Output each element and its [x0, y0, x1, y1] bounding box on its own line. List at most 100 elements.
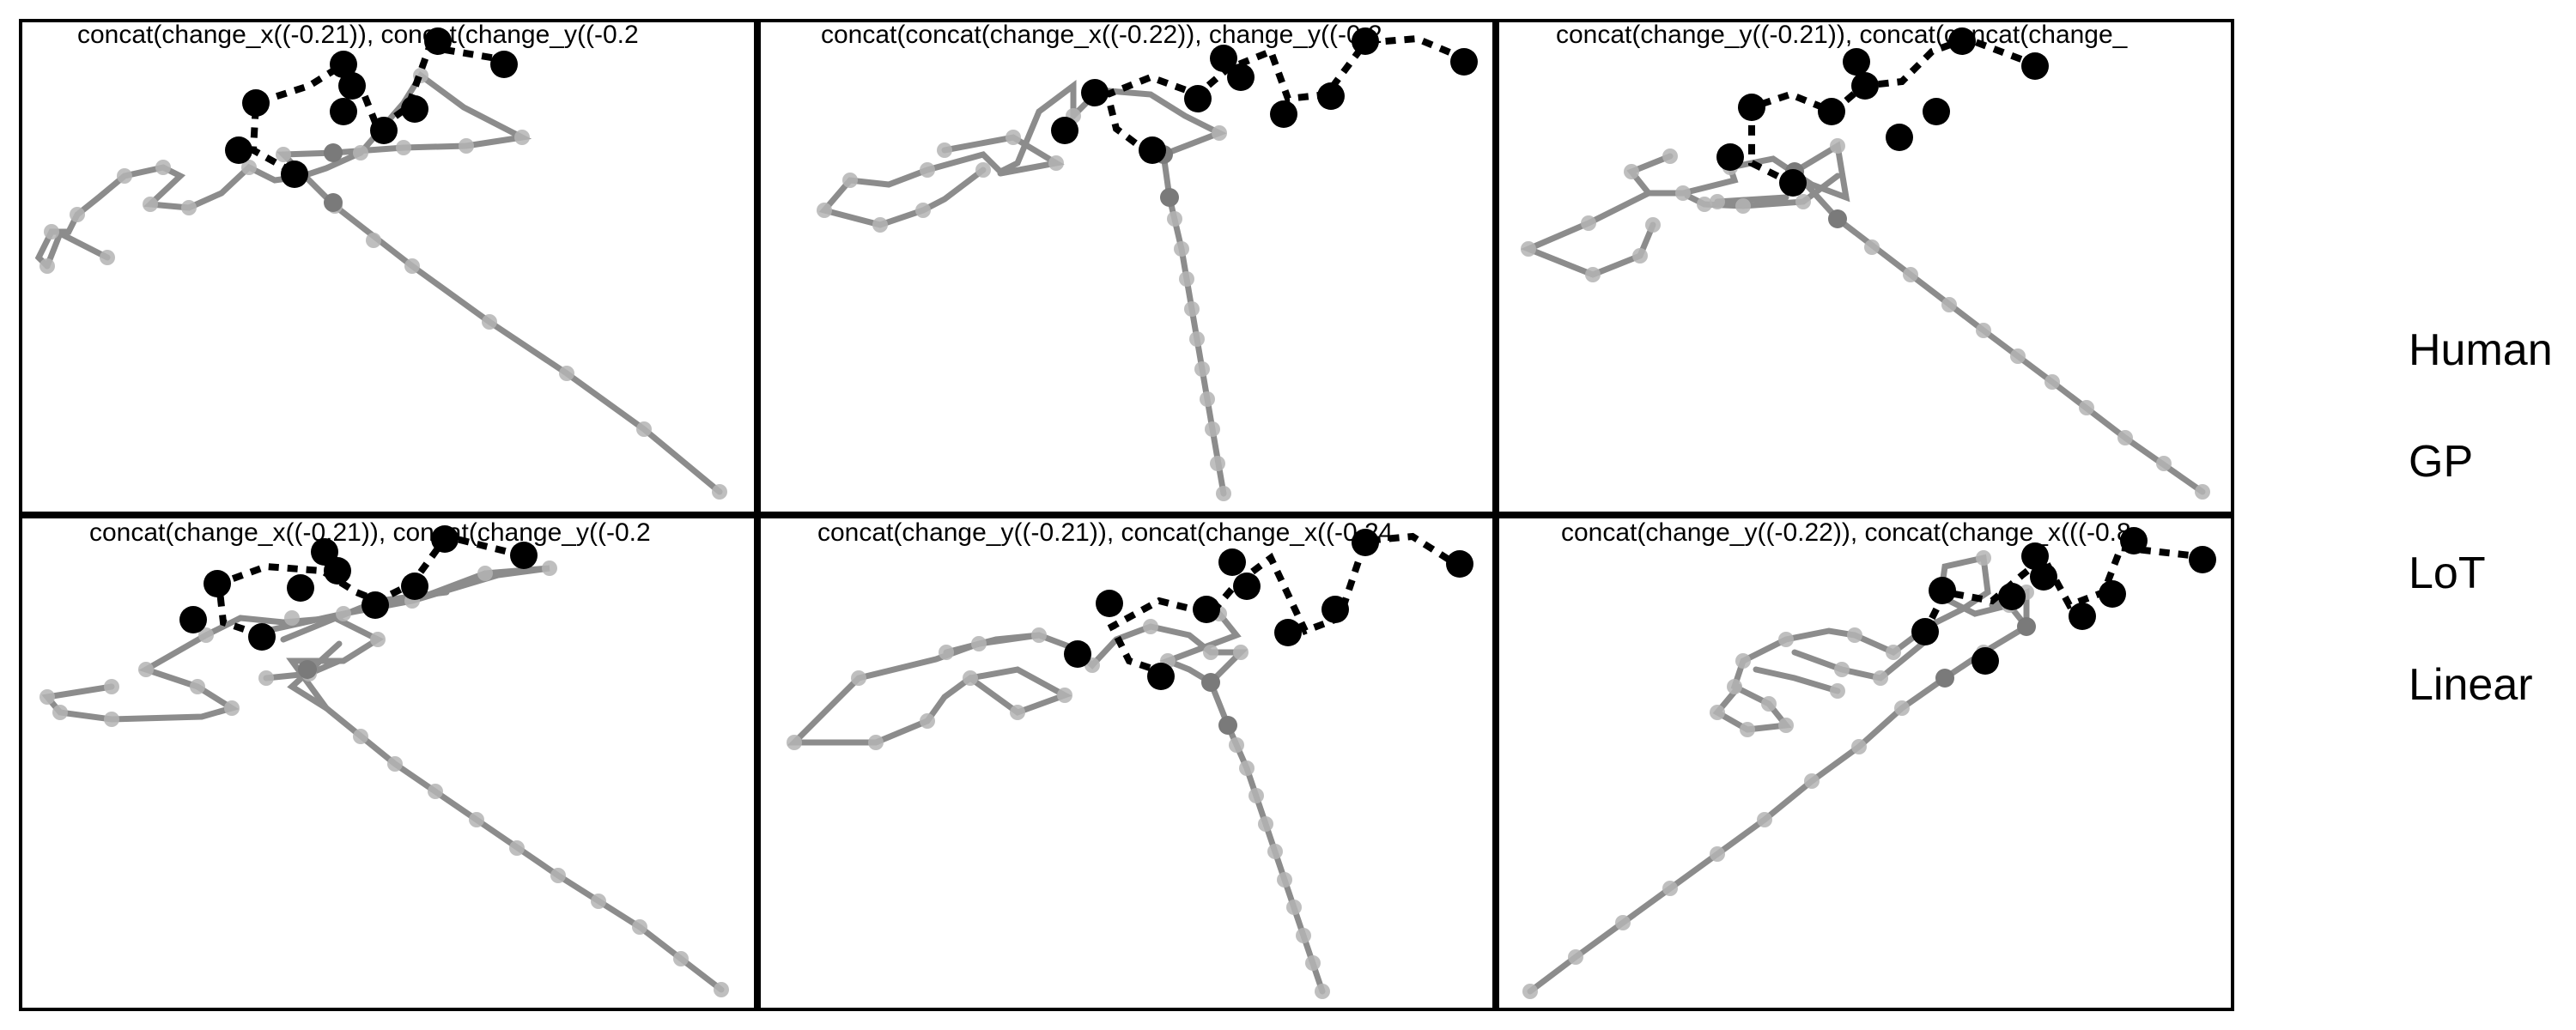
panel-3-model-points-model-point-6 [2010, 348, 2026, 364]
panel-6-model-points-model-point-27 [1935, 669, 1954, 688]
panel-4-model-points-model-point-2 [673, 951, 689, 966]
panel-6-model-points-model-point-28 [2017, 617, 2036, 636]
panel-3-model-points-model-point-11 [1830, 138, 1845, 154]
panel-6-model-points-model-point-6 [1757, 812, 1772, 827]
panel-2-model-points-model-point-18 [915, 203, 931, 218]
panel-6-human-trace-human-point-3 [1929, 577, 1956, 604]
panel-5-model-trace-model-path-2 [924, 666, 1072, 724]
panel-1-model-points-model-point-4 [482, 314, 497, 330]
panel-6-model-points-model-point-16 [1778, 632, 1794, 647]
panel-4-model-points-model-point-16 [104, 712, 119, 727]
panel-5-model-points-model-point-11 [1233, 645, 1249, 660]
panel-4: concat(change_x((-0.21)), concat(change_… [19, 515, 757, 1011]
panel-4-model-trace-model-path-5 [287, 640, 343, 712]
panel-4-human-trace-human-point-7 [324, 557, 351, 585]
panel-2-human-trace-human-point-4 [1139, 136, 1166, 164]
panel-2-human-trace-human-point-5 [1184, 85, 1212, 112]
panel-5-model-trace-model-path-1 [787, 623, 1326, 995]
panel-3-human-trace-human-point-4 [1779, 169, 1807, 197]
panel-5-model-points-model-point-17 [787, 735, 802, 750]
panel-6-model-points-model-point-7 [1804, 773, 1820, 789]
panel-3-title: concat(change_y((-0.21)), concat(concat(… [1556, 21, 2129, 49]
panel-6-model-points-model-point-22 [1710, 705, 1725, 720]
panel-4-title: concat(change_x((-0.21)), concat(change_… [89, 518, 651, 547]
panel-2-human-trace-human-point-11 [1450, 48, 1478, 76]
panel-3-model-points-model-point-8 [1941, 297, 1957, 312]
panel-3-model-points-model-point-1 [2195, 484, 2210, 500]
panel-2-human-trace-human-path-1 [1103, 34, 1470, 158]
panel-5-human-trace-human-point-4 [1147, 663, 1175, 690]
panel-6-frame [1496, 515, 2234, 1011]
panel-5-model-points-model-point-24 [1031, 627, 1047, 643]
panel-3-model-points-model-point-16 [1585, 267, 1601, 282]
panel-5: concat(change_y((-0.21)), concat(change_… [757, 515, 1496, 1011]
panel-3-model-points-model-point-13 [1675, 185, 1691, 201]
panel-4-model-points-model-point-15 [224, 700, 240, 716]
panel-4-model-points-model-point-27 [298, 660, 317, 679]
panel-6-model-trace [1527, 554, 2032, 995]
panel-3-model-points-model-point-2 [2156, 456, 2172, 471]
panel-5-model-points-model-point-20 [963, 670, 978, 686]
panel-1-human-trace-human-point-3 [242, 89, 270, 117]
panel-3-human-trace-human-point-3 [1738, 94, 1765, 121]
panel-5-model-trace-model-path-3 [943, 632, 1042, 656]
panel-5-model-points-model-point-7 [1258, 816, 1273, 832]
panel-6-model-points-model-point-3 [1615, 915, 1631, 930]
panel-4-model-points-model-point-4 [591, 894, 606, 909]
panel-1-human-trace-human-point-4 [281, 161, 308, 188]
panel-5-model-points-model-point-6 [1267, 844, 1283, 859]
panel-6-human-trace [1911, 527, 2216, 675]
panel-2-model-points-model-point-8 [1179, 271, 1194, 287]
panel-1-model-points-model-point-6 [366, 233, 381, 248]
panel-6-model-points-model-point-18 [1727, 679, 1742, 694]
panel-1-model-points-model-point-13 [353, 145, 368, 161]
legend-item-lot: LoT [2409, 548, 2486, 598]
panel-2-human-trace-human-point-9 [1317, 82, 1345, 110]
panel-3-human-trace-human-point-2 [1716, 143, 1744, 171]
panel-6-model-points-model-point-19 [1761, 696, 1777, 712]
panel-6-human-trace-human-point-4 [1971, 647, 1999, 675]
panel-6-human-trace-human-point-7 [2030, 563, 2057, 591]
panel-3-human-trace-human-point-10 [1948, 27, 1976, 55]
panel-3-model-points-model-point-21 [1795, 194, 1811, 209]
panel-3-model-points-model-point-20 [1735, 198, 1751, 214]
panel-5-model-points-model-point-13 [1143, 619, 1158, 634]
panel-2-model-points-model-point-16 [817, 203, 832, 218]
panel-2-human-trace-human-point-3 [1081, 79, 1109, 106]
panel-2: concat(concat(change_x((-0.22)), change_… [757, 19, 1496, 515]
panel-6-model-points-model-point-2 [1568, 949, 1583, 965]
panel-5-frame [757, 515, 1496, 1011]
panel-2-model-points-model-point-19 [937, 142, 952, 158]
panel-4-model-points-model-point-25 [284, 610, 300, 626]
panel-5-model-points-model-point-27 [1201, 673, 1220, 692]
panel-1-human-trace-human-point-5 [330, 51, 357, 78]
panel-3-model-points-model-point-24 [1662, 148, 1678, 164]
panel-6-human-trace-human-point-5 [1998, 583, 2026, 610]
panel-2-model-points-model-point-22 [975, 162, 991, 178]
panel-3-model-points-model-point-18 [1645, 217, 1661, 233]
panel-5-human-trace-human-point-2 [1064, 640, 1091, 668]
panel-5-model-trace [787, 610, 1326, 995]
panel-5-human-trace-human-point-5 [1193, 596, 1220, 623]
panel-3-model-points-model-point-14 [1581, 215, 1596, 231]
panel-6-model-points-model-point-15 [1847, 627, 1862, 643]
panel-5-model-points-model-point-5 [1277, 872, 1292, 888]
panel-2-frame [757, 19, 1496, 515]
panel-4-model-points-model-point-14 [190, 679, 205, 694]
panel-6-human-trace-human-path-1 [1920, 543, 2199, 637]
panel-2-model-points-model-point-7 [1184, 301, 1200, 317]
panel-1-frame [19, 19, 757, 515]
panel-1-title: concat(change_x((-0.21)), concat(change_… [77, 21, 639, 49]
panel-1-model-points-model-point-14 [241, 160, 257, 175]
panel-3-model-points-model-point-10 [1864, 239, 1880, 255]
panel-1-model-points-model-point-16 [143, 197, 158, 212]
panel-2-model-points [817, 82, 1231, 501]
panel-4-human-trace-human-point-10 [431, 525, 459, 553]
panel-3-human-trace-human-point-6 [1843, 48, 1870, 76]
panel-5-human-trace [1064, 529, 1473, 690]
panel-4-model-points-model-point-3 [632, 919, 647, 935]
panel-3-human-trace-human-point-11 [2021, 52, 2049, 80]
panel-2-model-points-model-point-5 [1194, 361, 1210, 377]
panel-5-model-points [787, 606, 1330, 999]
panel-2-title: concat(concat(change_x((-0.22)), change_… [821, 21, 1382, 49]
